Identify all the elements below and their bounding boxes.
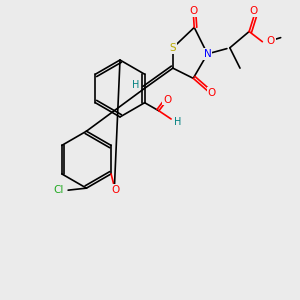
Text: O: O [189,6,197,16]
Text: Cl: Cl [54,185,64,195]
Text: O: O [266,36,275,46]
Text: S: S [169,43,176,53]
Text: O: O [163,95,171,105]
Text: O: O [111,185,119,195]
Text: N: N [204,49,211,59]
Text: H: H [132,80,139,90]
Text: H: H [174,117,182,127]
Text: O: O [207,88,216,98]
Text: O: O [249,6,257,16]
